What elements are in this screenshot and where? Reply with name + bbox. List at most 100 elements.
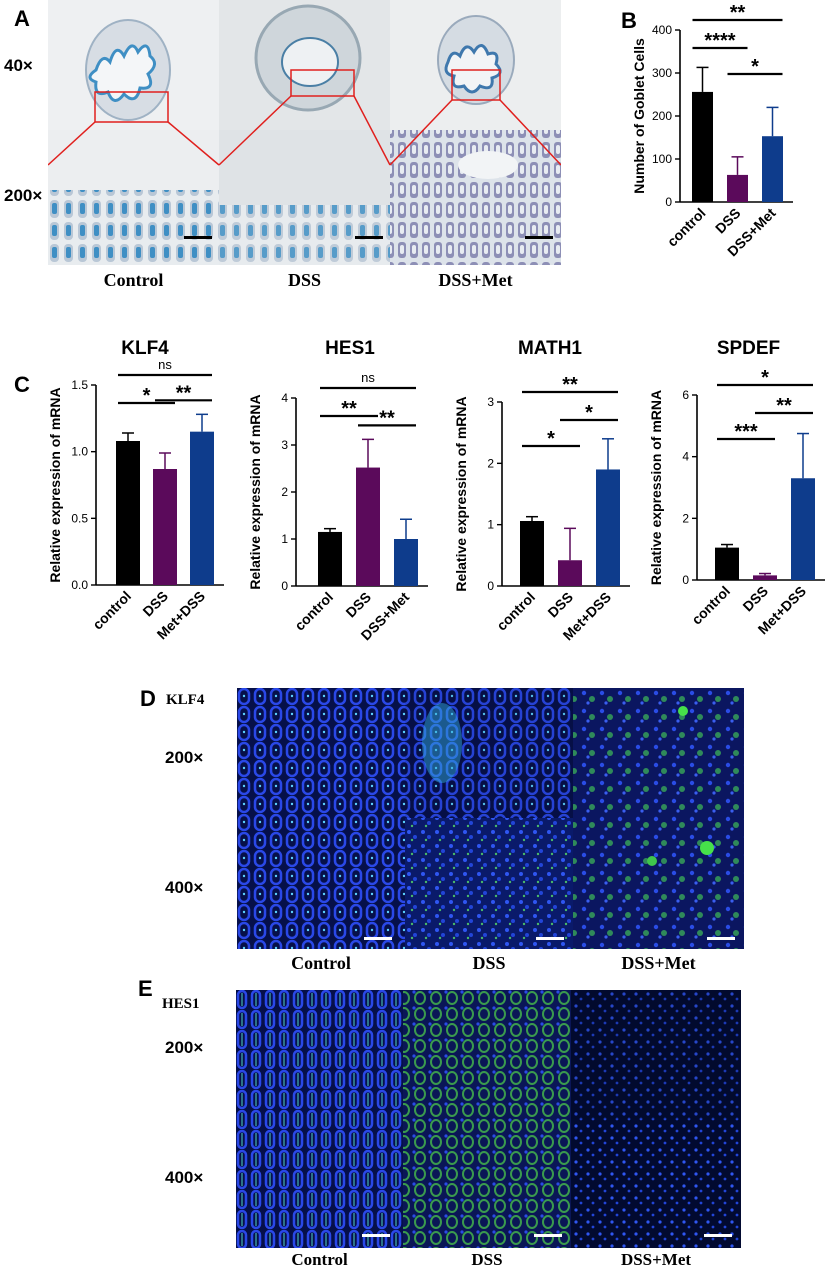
y-tick-label: 6	[682, 388, 689, 402]
y-tick-label: 4	[682, 450, 689, 464]
y-axis-label: Relative expression of mRNA	[453, 396, 469, 591]
bar-control	[318, 531, 342, 586]
y-tick-label: 0	[665, 195, 672, 209]
bar-dss	[558, 560, 582, 586]
y-tick-label: 0	[682, 573, 689, 587]
histology-svg	[47, 0, 562, 265]
bar-dss	[727, 174, 748, 202]
y-tick-label: 1.5	[71, 378, 88, 392]
x-tick-label: DSS	[739, 583, 771, 615]
group-label-control: Control	[291, 953, 351, 973]
y-tick-label: 0	[281, 579, 288, 593]
significance-label: *	[547, 428, 555, 450]
y-tick-label: 0.0	[71, 578, 88, 592]
panel-label-e: E	[138, 976, 153, 1001]
significance-label: **	[176, 382, 192, 404]
y-tick-label: 2	[281, 485, 288, 499]
chart-title-klf4: KLF4	[121, 338, 169, 359]
magnification-label-200x: 200×	[165, 748, 204, 767]
marker-label-klf4: KLF4	[166, 692, 205, 708]
magnification-label-40x: 40×	[4, 56, 33, 75]
x-tick-label: control	[664, 205, 709, 250]
group-label-dss: DSS	[472, 953, 506, 973]
hes1-bar-chart: 0 1 2 3 4 Relative expression of mRNA control D…	[247, 370, 428, 643]
scale-bar	[364, 937, 392, 940]
dss-met-zoom-box	[451, 69, 501, 101]
dss-met-40x-section	[437, 15, 515, 105]
x-tick-label: DSS	[342, 589, 374, 621]
dss-zoom-box	[290, 69, 355, 97]
y-tick-label: 100	[652, 152, 672, 166]
marker-label-hes1: HES1	[162, 996, 200, 1012]
magnification-label-400x: 400×	[165, 878, 204, 897]
y-tick-label: 2	[487, 456, 494, 470]
bar-dss	[356, 467, 380, 586]
panel-label-a: A	[14, 6, 30, 31]
chart-title-spdef: SPDEF	[716, 338, 781, 359]
hes1-fluorescence-svg	[236, 990, 741, 1248]
bar-control	[692, 91, 713, 202]
y-tick-label: 200	[652, 109, 672, 123]
significance-label: **	[776, 395, 792, 417]
scale-bar	[184, 236, 212, 239]
panel-label-b: B	[621, 8, 637, 33]
x-tick-label: control	[291, 589, 336, 634]
math1-bar-chart: 0 1 2 3 Relative expression of mRNA control DS…	[453, 374, 630, 643]
group-label-dss-met: DSS+Met	[621, 953, 696, 973]
bar-dss	[753, 575, 777, 580]
significance-label: **	[379, 407, 395, 429]
significance-label: **	[730, 2, 746, 24]
panel-label-d: D	[140, 686, 156, 711]
y-axis-label: Number of Goblet Cells	[632, 38, 647, 194]
spdef-bar-chart: 0 2 4 6 Relative expression of mRNA control DS…	[648, 367, 825, 637]
chart-title-hes1: HES1	[325, 338, 375, 359]
magnification-label-400x: 400×	[165, 1168, 204, 1187]
bar-control	[715, 547, 739, 580]
bar-met-dss	[791, 478, 815, 580]
significance-label: *	[585, 402, 593, 424]
significance-label: **	[562, 374, 578, 396]
group-label-dss-met: DSS+Met	[620, 1250, 692, 1269]
scale-bar	[534, 1234, 562, 1237]
control-40x-section	[85, 19, 171, 121]
bar-control	[520, 520, 544, 586]
bar-control	[116, 441, 140, 585]
klf4-fluorescence-svg	[237, 688, 744, 949]
x-tick-label: control	[688, 583, 733, 628]
dss-40x-section	[254, 4, 362, 112]
bar-dss	[153, 469, 177, 585]
group-label-dss: DSS	[471, 1250, 503, 1269]
klf4-fluorescence-grid	[237, 688, 744, 949]
x-tick-label: DSS	[712, 205, 744, 237]
y-axis-label: Relative expression of mRNA	[47, 387, 63, 582]
magnification-label-200x: 200×	[4, 186, 43, 205]
significance-label: ****	[704, 30, 735, 52]
y-tick-label: 1.0	[71, 445, 88, 459]
goblet-cell-bar-chart: 0 100 200 300 400 Number of Goblet Cells contr…	[632, 2, 793, 259]
x-tick-label: DSS	[139, 588, 171, 620]
significance-label: **	[341, 398, 357, 420]
significance-label: *	[751, 56, 759, 78]
klf4-bar-chart: 0.0 0.5 1.0 1.5 Relative expression of mRNA c…	[47, 357, 224, 642]
y-tick-label: 0.5	[71, 511, 88, 525]
control-zoom-box	[94, 91, 169, 123]
group-label-control: Control	[103, 270, 164, 290]
y-tick-label: 1	[281, 532, 288, 546]
bar-met-dss	[190, 431, 214, 585]
scale-bar	[707, 937, 735, 940]
y-tick-label: 300	[652, 66, 672, 80]
chart-title-math1: MATH1	[517, 338, 583, 359]
y-tick-label: 3	[281, 438, 288, 452]
x-tick-label: control	[89, 588, 134, 633]
significance-label: ns	[158, 357, 172, 372]
y-tick-label: 1	[487, 518, 494, 532]
group-label-dss-met: DSS+Met	[438, 270, 513, 290]
scale-bar	[355, 236, 383, 239]
y-tick-label: 4	[281, 391, 288, 405]
scale-bar	[704, 1234, 732, 1237]
y-tick-label: 3	[487, 395, 494, 409]
histology-image-grid	[47, 0, 562, 265]
hes1-fluorescence-grid	[236, 990, 741, 1248]
significance-label: *	[143, 385, 151, 407]
group-label-dss: DSS	[287, 270, 322, 290]
